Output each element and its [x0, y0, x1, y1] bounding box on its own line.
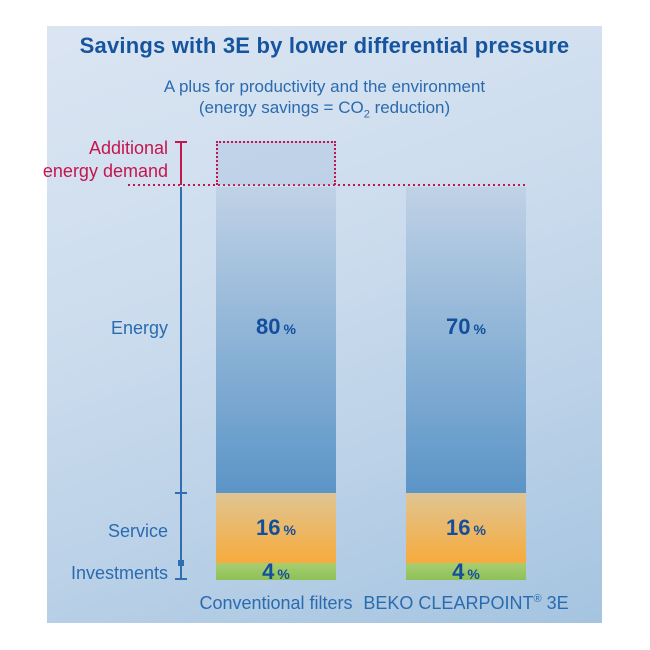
value-service-conventional: 16 — [256, 515, 281, 540]
value-service-beko: 16 — [446, 515, 471, 540]
value-label-energy-conventional: 80% — [256, 314, 296, 340]
additional-demand-bracket-line — [180, 141, 182, 185]
segment-investments-beko: 4% — [406, 559, 526, 584]
percent-sign: % — [283, 522, 296, 538]
beko-caption-tail: 3E — [541, 593, 569, 613]
label-additional-energy-demand: Additional energy demand — [20, 137, 168, 183]
percent-sign: % — [473, 522, 486, 538]
value-label-investments-beko: 4% — [452, 559, 480, 585]
registered-mark: ® — [533, 593, 542, 605]
bar-top-dotted-line — [128, 184, 528, 186]
value-energy-beko: 70 — [446, 314, 471, 339]
additional-label-line-2: energy demand — [42, 161, 168, 181]
additional-energy-demand-box — [216, 141, 336, 185]
page-title: Savings with 3E by lower differential pr… — [79, 33, 570, 58]
subtitle: A plus for productivity and the environm… — [47, 76, 602, 125]
axis-tick-energy-service — [175, 492, 187, 494]
segment-energy-beko: 70% — [406, 187, 526, 493]
segment-energy-conventional: 80% — [216, 187, 336, 493]
axis-tick-service-investments — [178, 560, 184, 566]
segment-service-conventional: 16% — [216, 493, 336, 563]
left-axis-line — [180, 187, 182, 579]
percent-sign: % — [473, 321, 486, 337]
subtitle-line-2-text: (energy savings = CO — [198, 98, 364, 117]
label-energy: Energy — [110, 318, 168, 338]
percent-sign: % — [467, 565, 480, 582]
percent-sign: % — [277, 565, 290, 582]
percent-sign: % — [283, 321, 296, 337]
value-label-investments-conventional: 4% — [262, 559, 290, 585]
beko-caption-text: BEKO CLEARPOINT — [363, 593, 534, 613]
value-investments-beko: 4 — [452, 558, 465, 584]
additional-label-line-1: Additional — [88, 138, 168, 158]
label-investments: Investments — [70, 563, 168, 583]
co2-subscript: 2 — [363, 108, 370, 121]
category-label-beko-clearpoint-3e: BEKO CLEARPOINT® 3E — [346, 593, 586, 614]
bar-conventional-filters: 80% 16% 4% — [216, 187, 336, 584]
axis-tick-bottom — [175, 578, 187, 580]
category-label-conventional-filters: Conventional filters — [199, 593, 353, 613]
subtitle-line-2: (energy savings = CO2 reduction) — [47, 97, 602, 125]
segment-service-beko: 16% — [406, 493, 526, 563]
value-label-service-beko: 16% — [446, 515, 486, 541]
value-label-service-conventional: 16% — [256, 515, 296, 541]
label-service: Service — [107, 521, 168, 541]
bar-beko-clearpoint-3e: 70% 16% 4% — [406, 187, 526, 584]
value-energy-conventional: 80 — [256, 314, 281, 339]
value-investments-conventional: 4 — [262, 558, 275, 584]
subtitle-line-1: A plus for productivity and the environm… — [163, 77, 486, 96]
value-label-energy-beko: 70% — [446, 314, 486, 340]
subtitle-line-2-tail: reduction) — [369, 98, 451, 117]
segment-investments-conventional: 4% — [216, 559, 336, 584]
